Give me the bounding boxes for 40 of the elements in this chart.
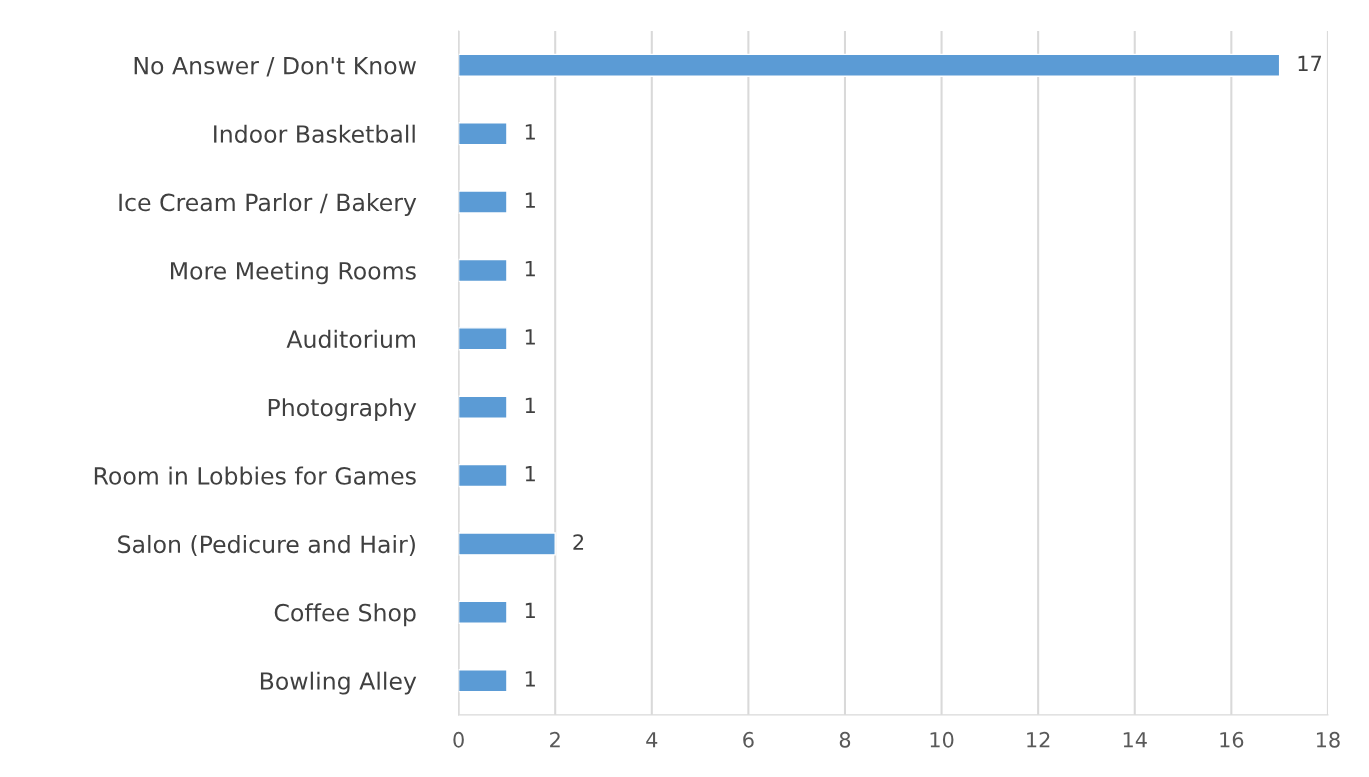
- bar: [458, 122, 508, 146]
- y-tick-label: No Answer / Don't Know: [134, 57, 416, 77]
- data-label: 1: [525, 260, 535, 277]
- x-tick-label: 8: [839, 731, 851, 748]
- x-tick-label: 10: [930, 731, 954, 748]
- x-tick-label: 4: [646, 732, 658, 748]
- x-tick-label: 18: [1316, 731, 1340, 748]
- x-tick-label: 14: [1123, 732, 1147, 748]
- x-tick-label: 16: [1220, 731, 1244, 748]
- bar: [458, 327, 508, 351]
- data-label: 1: [525, 192, 535, 208]
- bar: [458, 669, 508, 693]
- data-label: 2: [573, 534, 584, 550]
- bar: [458, 600, 508, 624]
- bar: [458, 53, 1281, 77]
- data-label: 1: [525, 602, 535, 619]
- x-tick-label: 6: [743, 731, 754, 748]
- y-tick-label: Coffee Shop: [274, 603, 416, 627]
- data-label: 1: [525, 397, 535, 413]
- y-tick-label: Photography: [268, 398, 417, 422]
- y-tick-label: Auditorium: [286, 329, 415, 349]
- data-label: 1: [525, 466, 535, 482]
- data-label: 1: [525, 671, 535, 687]
- data-label: 17: [1298, 55, 1322, 72]
- bar: [458, 463, 508, 488]
- bar: [458, 395, 508, 419]
- y-tick-label: Salon (Pedicure and Hair): [118, 534, 415, 556]
- data-label: 1: [525, 124, 535, 140]
- y-tick-label: Ice Cream Parlor / Bakery: [119, 193, 417, 216]
- bar: [458, 532, 556, 556]
- y-tick-label: Indoor Basketball: [214, 124, 415, 143]
- bar: [458, 190, 508, 214]
- y-tick-label: More Meeting Rooms: [171, 261, 416, 285]
- data-label: 1: [525, 329, 535, 345]
- x-tick-label: 2: [550, 731, 560, 748]
- y-tick-label: Room in Lobbies for Games: [94, 466, 416, 485]
- bar: [458, 258, 508, 283]
- y-tick-label: Bowling Alley: [260, 671, 417, 695]
- x-tick-label: 12: [1027, 731, 1050, 748]
- x-tick-label: 0: [453, 731, 464, 748]
